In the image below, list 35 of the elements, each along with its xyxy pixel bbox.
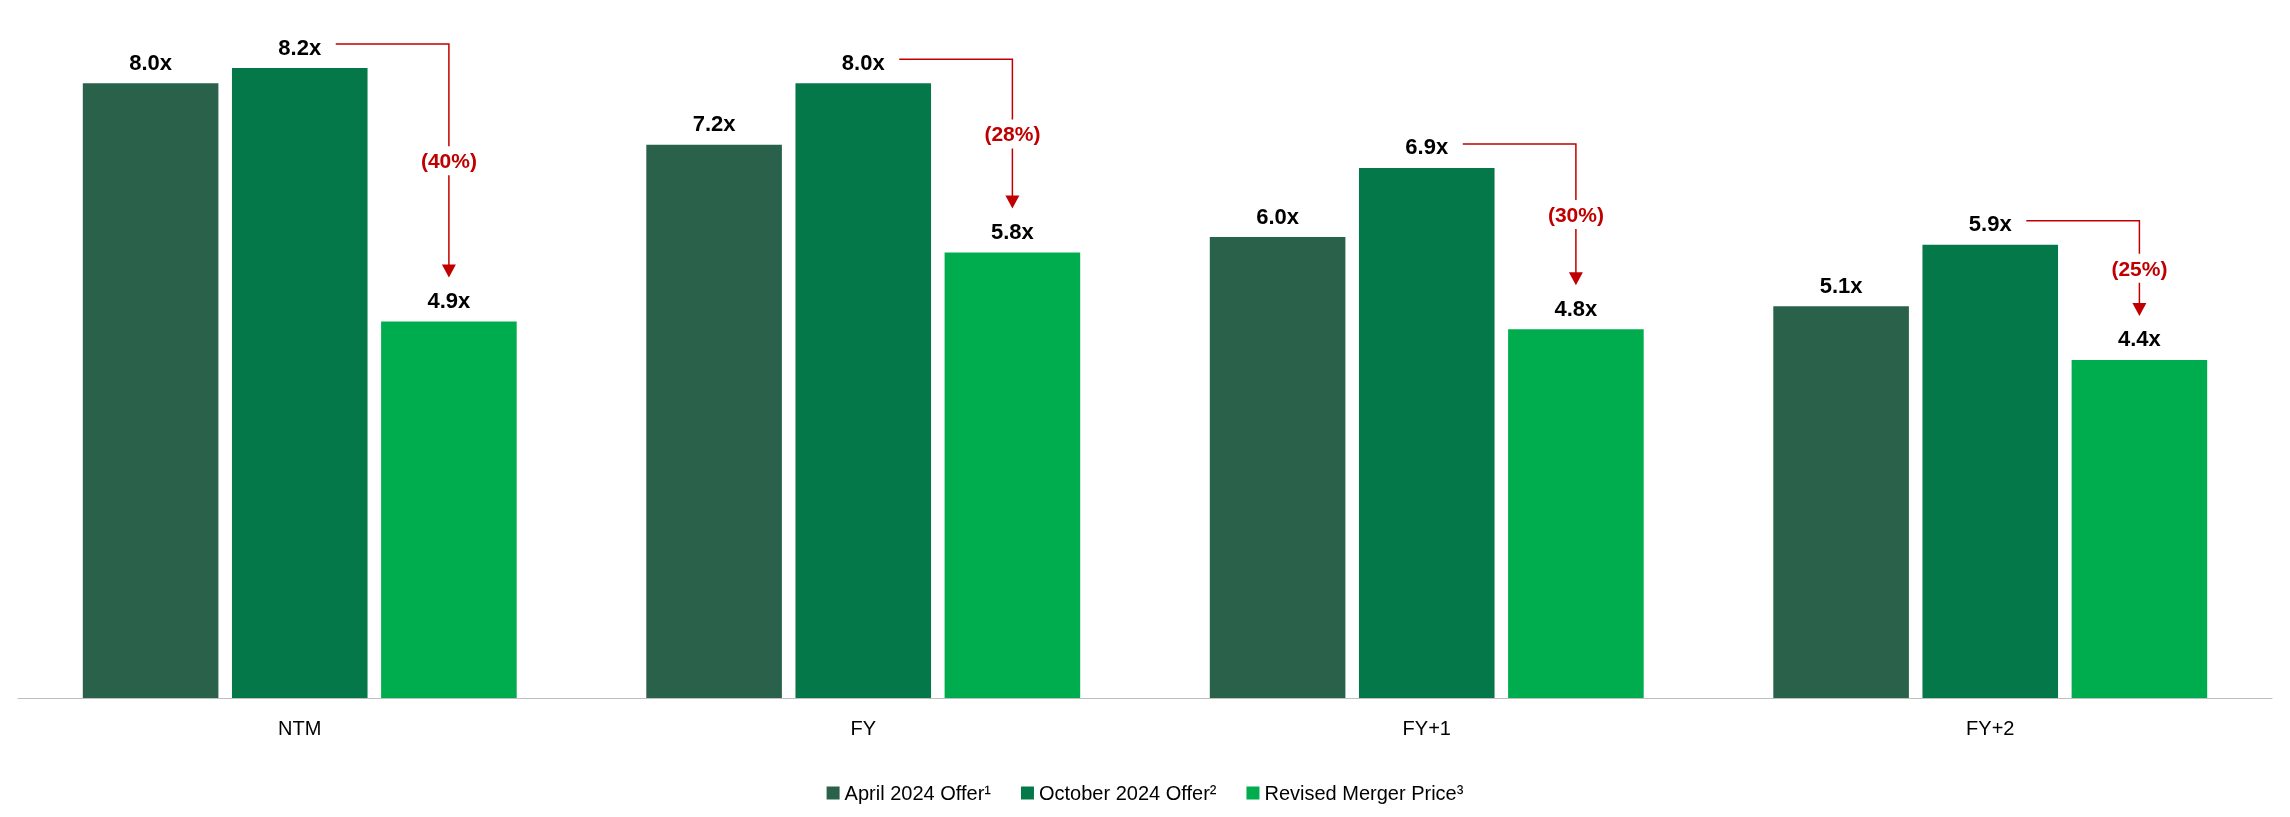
- x-tick-label: FY+2: [1966, 717, 2015, 739]
- data-label: 8.2x: [278, 34, 322, 60]
- data-label: 5.9x: [1968, 211, 2013, 237]
- data-label: 5.8x: [990, 218, 1035, 244]
- annotation: (30%): [1547, 203, 1604, 227]
- bar: [1358, 167, 1495, 698]
- bar: [646, 144, 782, 698]
- annotation: (28%): [984, 122, 1041, 146]
- annotation: (25%): [2111, 256, 2168, 280]
- annotation: (40%): [420, 149, 477, 173]
- bar: [1508, 329, 1644, 698]
- bar: [231, 68, 368, 698]
- bar: [1773, 306, 1909, 698]
- bar: [1922, 244, 2059, 698]
- x-tick-label: NTM: [278, 717, 322, 739]
- data-label: 4.9x: [427, 288, 472, 314]
- data-label: 8.0x: [129, 49, 173, 75]
- data-label: 4.4x: [2117, 326, 2162, 352]
- legend-label: October 2024 Offer²: [1038, 782, 1217, 804]
- bar: [381, 321, 517, 698]
- bar: [795, 83, 932, 698]
- x-tick-label: FY+1: [1402, 717, 1451, 739]
- legend-label: Revised Merger Price³: [1264, 782, 1464, 804]
- data-label: 6.9x: [1405, 134, 1449, 160]
- data-label: 5.1x: [1819, 272, 1864, 298]
- x-tick-label: FY: [850, 717, 877, 739]
- data-label: 6.0x: [1256, 203, 1300, 229]
- bar: [82, 83, 219, 698]
- data-label: 4.8x: [1554, 295, 1599, 321]
- data-label: 7.2x: [692, 111, 737, 137]
- legend-label: April 2024 Offer¹: [844, 782, 992, 804]
- bar: [944, 252, 1081, 698]
- data-label: 8.0x: [841, 49, 886, 75]
- bar: [2071, 359, 2208, 698]
- bar: [1209, 237, 1346, 698]
